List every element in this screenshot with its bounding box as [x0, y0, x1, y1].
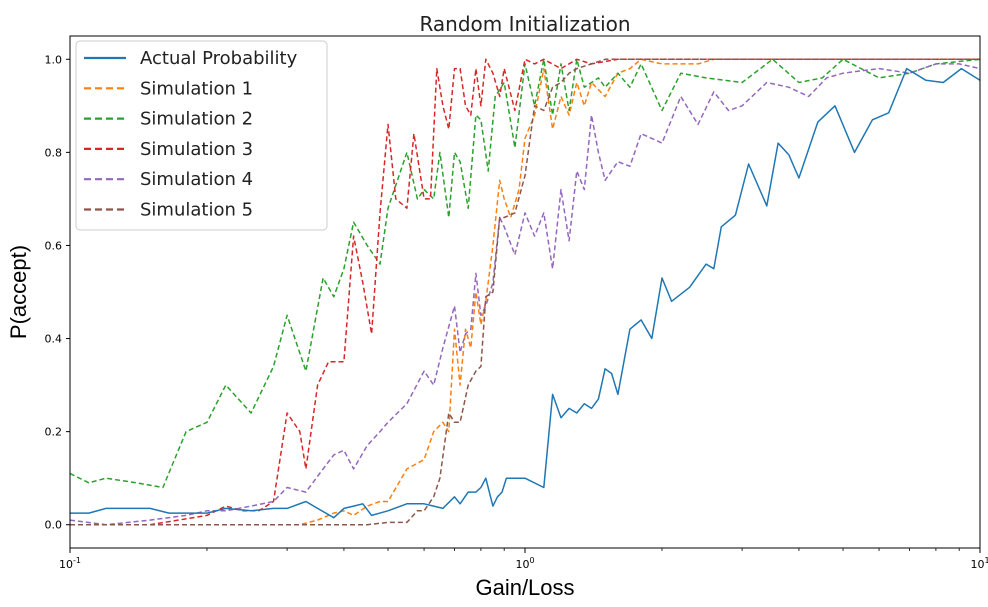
y-tick-label: 0.4	[45, 333, 63, 346]
series-line-simulation-3	[70, 58, 980, 526]
series-layer	[69, 58, 981, 526]
legend-label: Simulation 3	[140, 139, 253, 160]
y-tick-label: 0.6	[45, 239, 63, 252]
chart-title: Random Initialization	[419, 12, 630, 36]
y-tick-label: 1.0	[45, 53, 63, 66]
x-tick-label: 100	[515, 556, 534, 571]
y-tick-label: 0.2	[45, 426, 63, 439]
legend-label: Actual Probability	[140, 48, 298, 69]
series-line-simulation-2	[69, 58, 981, 489]
legend: Actual Probability Simulation 1 Simulation…	[75, 40, 328, 231]
series-line-simulation-5	[70, 58, 980, 526]
y-tick-label: 0.0	[45, 519, 63, 532]
legend-label: Simulation 5	[140, 200, 253, 221]
x-tick-label: 101	[970, 556, 988, 571]
legend-label: Simulation 1	[140, 78, 253, 99]
series-line-actual-probability	[70, 67, 981, 519]
legend-label: Simulation 4	[140, 169, 253, 190]
series-line-simulation-1	[70, 58, 980, 526]
x-tick-label: 10-1	[59, 556, 81, 571]
y-tick-label: 0.8	[45, 146, 63, 159]
legend-label: Simulation 2	[140, 109, 253, 130]
legend-box	[75, 40, 328, 231]
ticks-layer: 0.0 0.2 0.4 0.6 0.8 1.0 10-1 100 101	[45, 53, 988, 571]
x-axis-label: Gain/Loss	[475, 575, 574, 600]
y-axis-label: P(accept)	[6, 245, 31, 339]
